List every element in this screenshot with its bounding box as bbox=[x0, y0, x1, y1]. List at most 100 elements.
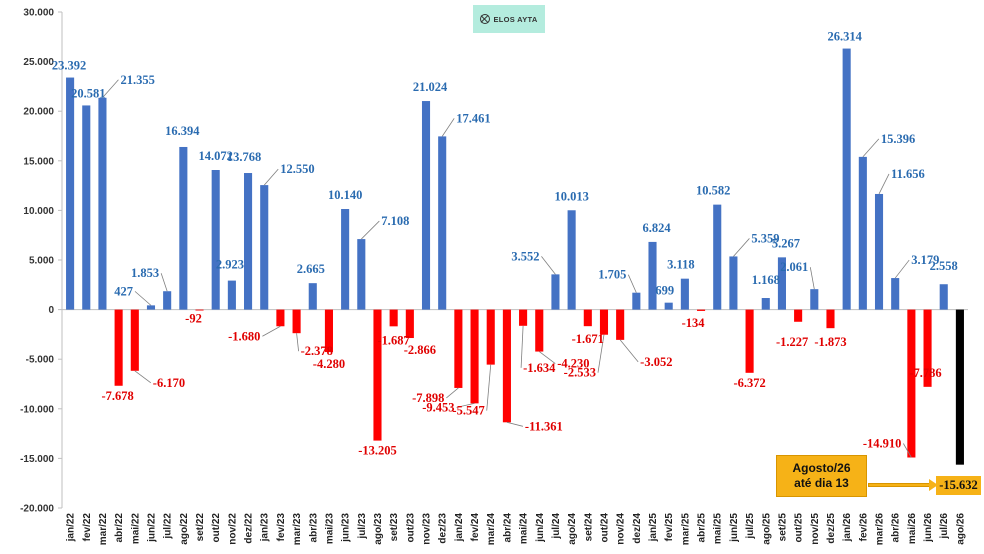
bar-nov-25 bbox=[810, 289, 819, 310]
bar-mai-25 bbox=[713, 204, 722, 310]
bar-set-25 bbox=[777, 257, 786, 310]
data-label: -1.687 bbox=[378, 333, 410, 347]
leader-line bbox=[441, 118, 455, 137]
x-tick-label: mai/25 bbox=[713, 513, 724, 545]
data-label: 14.072 bbox=[199, 149, 233, 163]
leader-line bbox=[263, 168, 279, 186]
x-tick-label: jul/24 bbox=[551, 513, 562, 540]
x-tick-label: mar/22 bbox=[98, 513, 109, 546]
annotation-line-1: Agosto/26 bbox=[792, 461, 851, 475]
x-tick-label: jun/25 bbox=[729, 513, 740, 543]
leader-line bbox=[134, 370, 152, 384]
bar-abr-24 bbox=[502, 309, 511, 423]
bar-jun-24 bbox=[535, 309, 544, 352]
x-tick-label: out/25 bbox=[794, 513, 805, 543]
leader-line bbox=[456, 402, 475, 408]
bar-jul-25 bbox=[745, 309, 754, 373]
bar-mar-24 bbox=[486, 309, 495, 365]
x-tick-label: fev/25 bbox=[664, 513, 675, 542]
annotation-arrow-head bbox=[929, 479, 938, 491]
data-label: 2.558 bbox=[930, 259, 958, 273]
x-tick-label: abr/25 bbox=[697, 513, 708, 543]
data-label: 15.396 bbox=[881, 132, 915, 146]
y-tick-label: 5.000 bbox=[29, 256, 54, 267]
logo-text: ELOS AYTA bbox=[493, 14, 538, 24]
data-label: 1.168 bbox=[752, 273, 780, 287]
x-tick-label: mar/24 bbox=[486, 513, 497, 546]
bar-jan-26 bbox=[842, 48, 851, 310]
data-label: -1.680 bbox=[228, 329, 260, 343]
x-tick-label: nov/23 bbox=[422, 513, 433, 545]
leader-line bbox=[903, 443, 912, 458]
bar-dez-25 bbox=[826, 309, 835, 329]
x-tick-label: jun/22 bbox=[146, 513, 157, 543]
bar-nov-22 bbox=[227, 280, 236, 310]
data-label: -7.898 bbox=[412, 391, 444, 405]
y-tick-label: -20.000 bbox=[20, 504, 54, 515]
bar-ago-25 bbox=[761, 298, 770, 310]
x-tick-label: nov/24 bbox=[616, 513, 627, 545]
x-tick-label: set/24 bbox=[583, 513, 594, 542]
data-label: -5.547 bbox=[452, 404, 484, 418]
bar-abr-26 bbox=[891, 278, 900, 310]
data-label: -134 bbox=[682, 316, 706, 330]
y-tick-label: 10.000 bbox=[23, 206, 54, 217]
data-label: -7.786 bbox=[909, 366, 941, 380]
x-tick-label: mai/24 bbox=[519, 513, 530, 545]
x-tick-label: jul/25 bbox=[745, 513, 756, 540]
bar-mar-23 bbox=[292, 309, 301, 334]
bar-out-23 bbox=[405, 309, 414, 339]
data-label: 21.024 bbox=[413, 80, 448, 94]
data-label: 427 bbox=[114, 284, 133, 298]
data-label: -1.873 bbox=[814, 335, 846, 349]
bar-mai-24 bbox=[519, 309, 528, 326]
data-label: -11.361 bbox=[525, 419, 563, 433]
y-tick-label: 15.000 bbox=[23, 156, 54, 167]
bar-fev-26 bbox=[858, 156, 867, 310]
leader-line bbox=[486, 364, 492, 411]
leader-line bbox=[597, 334, 605, 373]
x-tick-label: nov/25 bbox=[810, 513, 821, 545]
x-tick-label: jun/26 bbox=[923, 513, 934, 543]
x-tick-label: nov/22 bbox=[227, 513, 238, 545]
x-tick-label: fev/22 bbox=[82, 513, 93, 542]
x-tick-label: abr/26 bbox=[891, 513, 902, 543]
data-label: -2.378 bbox=[301, 344, 333, 358]
x-tick-label: jun/24 bbox=[535, 513, 546, 543]
x-tick-label: jan/23 bbox=[260, 513, 271, 543]
data-label: 13.768 bbox=[227, 150, 261, 164]
bar-jan-22 bbox=[66, 77, 75, 310]
partial-month-value-label: -15.632 bbox=[936, 476, 981, 495]
data-label: 699 bbox=[655, 284, 674, 298]
y-tick-label: -15.000 bbox=[20, 454, 54, 465]
bar-mar-25 bbox=[680, 278, 689, 310]
x-tick-label: set/25 bbox=[777, 513, 788, 542]
leader-line bbox=[446, 387, 459, 399]
bar-nov-23 bbox=[421, 101, 431, 310]
leader-line bbox=[627, 274, 637, 293]
bar-ago-26 bbox=[955, 309, 964, 465]
bar-set-24 bbox=[583, 309, 592, 327]
leader-line bbox=[296, 333, 299, 352]
data-label: 3.179 bbox=[911, 253, 939, 267]
x-tick-label: jan/26 bbox=[842, 513, 853, 543]
annotation-arrow bbox=[868, 483, 930, 487]
bar-jul-24 bbox=[551, 274, 560, 310]
data-label: 2.923 bbox=[216, 258, 244, 272]
data-label: -92 bbox=[185, 312, 202, 326]
bar-fev-25 bbox=[664, 302, 673, 310]
data-label: -6.372 bbox=[733, 376, 765, 390]
crossed-circle-icon bbox=[480, 14, 491, 24]
annotation-box: Agosto/26 até dia 13 bbox=[776, 455, 867, 497]
bar-jul-23 bbox=[357, 239, 366, 310]
data-label: 10.582 bbox=[696, 184, 730, 198]
data-label: 2.061 bbox=[780, 260, 808, 274]
annotation-line-2: até dia 13 bbox=[794, 476, 849, 490]
y-tick-label: 30.000 bbox=[23, 8, 54, 19]
data-label: -1.671 bbox=[572, 332, 604, 346]
data-label: 1.853 bbox=[131, 266, 159, 280]
bar-out-24 bbox=[599, 309, 609, 335]
bar-jul-26 bbox=[939, 284, 948, 310]
x-tick-label: ago/24 bbox=[567, 513, 578, 545]
bar-mai-22 bbox=[130, 309, 139, 371]
